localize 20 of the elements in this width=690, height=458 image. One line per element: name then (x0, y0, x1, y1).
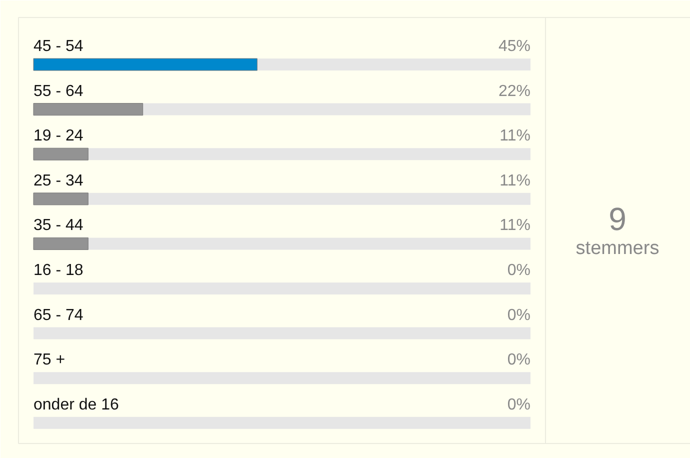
text: 9 (608, 201, 626, 237)
y-tick-label: 45 - 54 (34, 38, 84, 55)
y-tick-label: onder de 16 (34, 396, 120, 414)
data-label: 45% (498, 38, 531, 55)
data-label: 0% (507, 352, 530, 369)
y-tick-label: 19 - 24 (34, 128, 84, 145)
y-tick-label: 16 - 18 (34, 262, 84, 279)
data-label: 11% (500, 172, 531, 190)
data-label: 11% (500, 128, 531, 145)
data-label: 22% (498, 82, 531, 100)
data-label: 0% (507, 262, 530, 279)
data-label: 11% (500, 217, 531, 234)
data-label: 0% (507, 396, 530, 414)
y-tick-label: 65 - 74 (34, 306, 84, 324)
y-tick-label: 25 - 34 (34, 172, 84, 190)
text: stemmers (576, 238, 660, 259)
y-tick-label: 55 - 64 (34, 82, 84, 100)
y-tick-label: 35 - 44 (34, 217, 84, 234)
y-tick-label: 75 + (34, 352, 66, 369)
data-label: 0% (507, 306, 530, 324)
